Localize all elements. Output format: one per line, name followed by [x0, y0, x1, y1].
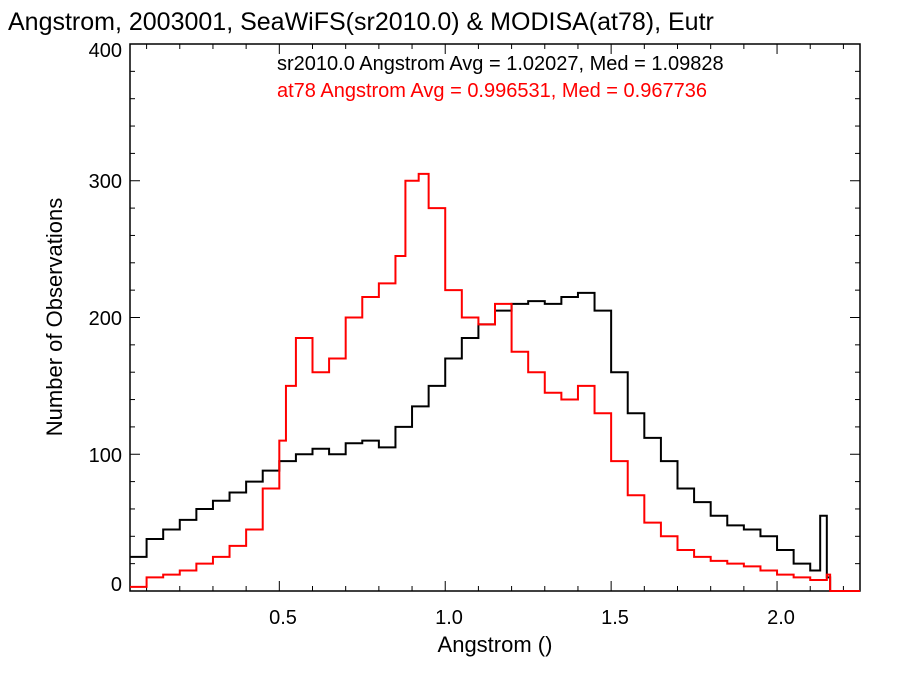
y-tick-label: 300: [89, 171, 122, 193]
annotation-sr2010: sr2010.0 Angstrom Avg = 1.02027, Med = 1…: [277, 53, 724, 75]
x-tick-label: 1.0: [435, 607, 463, 629]
x-tick-labels: 0.5 1.0 1.5 2.0: [269, 607, 795, 629]
y-tick-label: 400: [89, 40, 122, 62]
chart-title: Angstrom, 2003001, SeaWiFS(sr2010.0) & M…: [8, 8, 714, 36]
x-ticks: [146, 44, 844, 591]
y-tick-label: 100: [89, 445, 122, 467]
series-line-at78: [130, 172, 860, 592]
x-tick-label: 0.5: [269, 607, 297, 629]
series-layer: [130, 172, 860, 592]
y-tick-label: 0: [111, 574, 122, 596]
y-tick-label: 200: [89, 308, 122, 330]
y-tick-labels: 0 100 200 300 400: [89, 40, 122, 596]
x-axis-label: Angstrom (): [438, 632, 553, 657]
x-tick-label: 1.5: [601, 607, 629, 629]
series-line-sr2010-0: [130, 291, 860, 592]
annotation-at78: at78 Angstrom Avg = 0.996531, Med = 0.96…: [277, 80, 707, 102]
y-axis-label: Number of Observations: [42, 198, 67, 436]
x-tick-label: 2.0: [767, 607, 795, 629]
